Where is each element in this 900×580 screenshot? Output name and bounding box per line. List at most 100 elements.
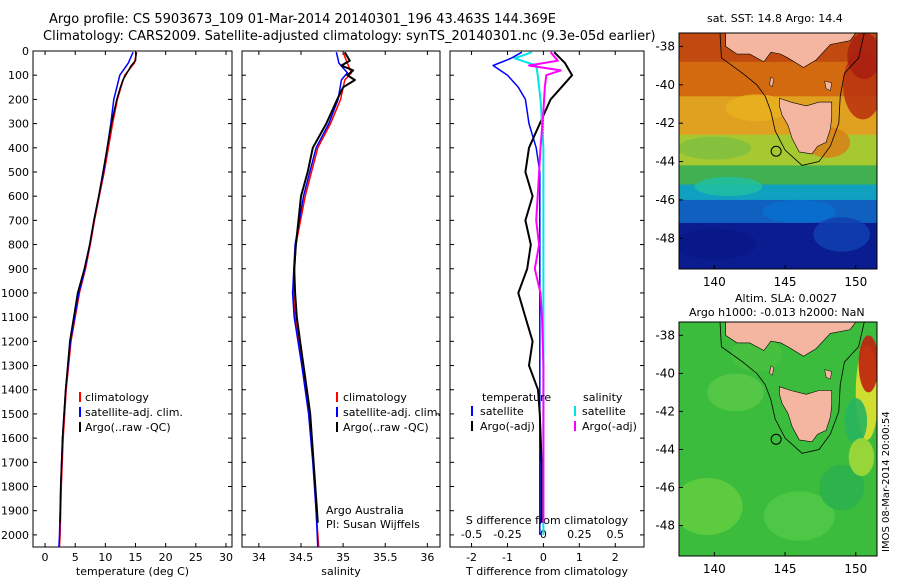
king-island <box>769 365 775 376</box>
x-axis-label: salinity <box>321 565 361 578</box>
map-y-tick-label: -46 <box>655 193 675 207</box>
map-x-tick-label: 145 <box>774 562 797 576</box>
panel-frame <box>241 50 441 548</box>
mainland-australia <box>725 33 857 68</box>
sla-field-patch <box>858 335 877 393</box>
map-y-tick-label: -48 <box>655 231 675 245</box>
panel-frame <box>449 50 645 548</box>
x2-axis-label: S difference from climatology <box>466 514 629 527</box>
sst-field-patch <box>725 94 788 122</box>
bathymetry-contour <box>719 33 865 166</box>
sst-map: 140 145 150 -38 -40 -42 -44 -46 -48 <box>655 32 878 289</box>
sst-field-patch <box>762 199 836 223</box>
profile-panel-1: 34 34.5 35 35.5 36 salinity climatology satelli… <box>241 50 441 578</box>
x-tick-label: 5 <box>72 551 79 564</box>
annotation-text: Argo Australia <box>326 504 404 517</box>
sst-field-patch <box>813 217 870 252</box>
y-tick-label: 300 <box>8 118 29 131</box>
legend-label: climatology <box>85 391 149 404</box>
map-y-tick-label: -44 <box>655 442 675 456</box>
map-y-tick-label: -38 <box>655 39 675 53</box>
y-tick-label: 200 <box>8 93 29 106</box>
map-y-tick-label: -38 <box>655 328 675 342</box>
side-timestamp: IMOS 08-Mar-2014 20:00:54 <box>881 411 892 552</box>
sla-field-patch <box>819 464 865 511</box>
map-x-tick-label: 150 <box>844 275 867 289</box>
sla-field-patch <box>707 373 764 412</box>
legend-label: climatology <box>343 391 407 404</box>
profile-panel-2: -2 -1 0 1 2T difference from climatology -0.5… <box>449 50 645 578</box>
legend-label: satellite-adj. clim. <box>85 406 183 419</box>
y-tick-label: 100 <box>8 69 29 82</box>
legend-label: satellite-adj. clim. <box>343 406 441 419</box>
legend-label: Argo(..raw -QC) <box>343 421 429 434</box>
y-tick-label: 1300 <box>1 360 29 373</box>
y-tick-label: 2000 <box>1 529 29 542</box>
map-x-tick-label: 150 <box>844 562 867 576</box>
bathymetry-contour <box>719 322 865 454</box>
series-line-t-argo <box>517 51 574 523</box>
x-tick-label: -1 <box>502 551 513 564</box>
x-tick-label: 35.5 <box>373 551 398 564</box>
map-y-tick-label: -46 <box>655 481 675 495</box>
y-tick-label: 1500 <box>1 408 29 421</box>
x-tick-label: 34.5 <box>289 551 314 564</box>
x-axis-label: T difference from climatology <box>465 565 628 578</box>
flinders-island <box>824 369 833 380</box>
y-tick-label: 500 <box>8 166 29 179</box>
y-tick-label: 1700 <box>1 456 29 469</box>
map-y-tick-label: -48 <box>655 519 675 533</box>
x2-tick-label: -0.25 <box>493 528 521 541</box>
tasmania-island <box>779 386 833 443</box>
y-tick-label: 1100 <box>1 311 29 324</box>
x-tick-label: -2 <box>466 551 477 564</box>
legend-label: satellite <box>582 405 626 418</box>
series-line-argo <box>293 51 356 523</box>
header-title-line1: Argo profile: CS 5903673_109 01-Mar-2014… <box>49 12 557 27</box>
profile-panel-0: 0 5 10 15 20 25 300100200300400500600700800900… <box>1 45 233 578</box>
y-tick-label: 1400 <box>1 384 29 397</box>
y-tick-label: 1800 <box>1 481 29 494</box>
flinders-island <box>824 80 833 91</box>
y-tick-label: 0 <box>22 45 29 58</box>
y-tick-label: 700 <box>8 214 29 227</box>
map-x-tick-label: 140 <box>703 562 726 576</box>
king-island <box>769 76 775 88</box>
y-tick-label: 1000 <box>1 287 29 300</box>
x-tick-label: 1 <box>576 551 583 564</box>
mainland-australia <box>725 322 857 357</box>
annotation-text: PI: Susan Wijffels <box>326 518 420 531</box>
y-tick-label: 1900 <box>1 505 29 518</box>
sla-map: 140 145 150 -38 -40 -42 -44 -46 -48 <box>655 321 878 576</box>
header-title-line2: Climatology: CARS2009. Satellite-adjuste… <box>43 29 656 44</box>
x-tick-label: 36 <box>420 551 434 564</box>
sst-field-patch <box>679 228 757 260</box>
x2-tick-label: -0.5 <box>461 528 482 541</box>
y-tick-label: 400 <box>8 142 29 155</box>
legend-label: Argo(-adj) <box>480 420 535 433</box>
x-tick-label: 34 <box>252 551 266 564</box>
map-x-tick-label: 140 <box>703 275 726 289</box>
map-field <box>679 33 877 269</box>
map-y-tick-label: -42 <box>655 404 675 418</box>
x-tick-label: 30 <box>219 551 233 564</box>
tasmania-island <box>779 97 833 155</box>
sla-field-patch <box>763 491 835 541</box>
legend-label: Argo(-adj) <box>582 420 637 433</box>
sst-map-title: sat. SST: 14.8 Argo: 14.4 <box>707 12 843 25</box>
map-y-tick-label: -40 <box>655 366 675 380</box>
sla-field-patch <box>848 438 875 477</box>
sst-field-patch <box>694 176 763 197</box>
map-frame <box>678 32 878 270</box>
y-tick-label: 600 <box>8 190 29 203</box>
x-tick-label: 20 <box>159 551 173 564</box>
x-tick-label: 0 <box>42 551 49 564</box>
x2-tick-label: 0.25 <box>567 528 592 541</box>
x-tick-label: 0 <box>540 551 547 564</box>
legend-heading: salinity <box>583 391 623 404</box>
map-y-tick-label: -40 <box>655 78 675 92</box>
panel-frame <box>32 50 233 548</box>
legend-heading: temperature <box>482 391 551 404</box>
map-frame <box>678 321 878 557</box>
